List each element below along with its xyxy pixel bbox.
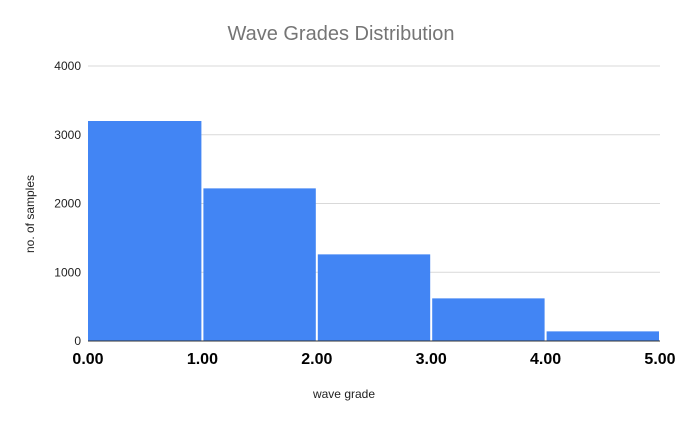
y-tick-label: 4000 — [54, 59, 81, 73]
histogram-bar — [432, 298, 545, 341]
y-tick-labels: 0 1000 2000 3000 4000 — [54, 59, 81, 348]
histogram-bar — [203, 188, 316, 341]
x-tick-label: 1.00 — [187, 351, 218, 368]
x-tick-label: 3.00 — [416, 351, 447, 368]
x-tick-label: 2.00 — [301, 351, 332, 368]
x-tick-labels: 0.00 1.00 2.00 3.00 4.00 5.00 — [72, 351, 675, 368]
histogram-bar — [546, 331, 659, 341]
histogram-bar — [88, 121, 202, 341]
histogram-bar — [317, 254, 431, 341]
x-axis-label: wave grade — [312, 387, 375, 401]
x-tick-label: 4.00 — [530, 351, 561, 368]
y-tick-label: 1000 — [54, 265, 81, 279]
y-tick-label: 0 — [74, 334, 81, 348]
x-tick-label: 0.00 — [72, 351, 103, 368]
x-tick-label: 5.00 — [644, 351, 675, 368]
y-tick-label: 3000 — [54, 128, 81, 142]
y-tick-label: 2000 — [54, 197, 81, 211]
y-axis-label: no. of samples — [23, 175, 37, 253]
bars — [88, 121, 659, 341]
chart-title: Wave Grades Distribution — [227, 23, 454, 45]
